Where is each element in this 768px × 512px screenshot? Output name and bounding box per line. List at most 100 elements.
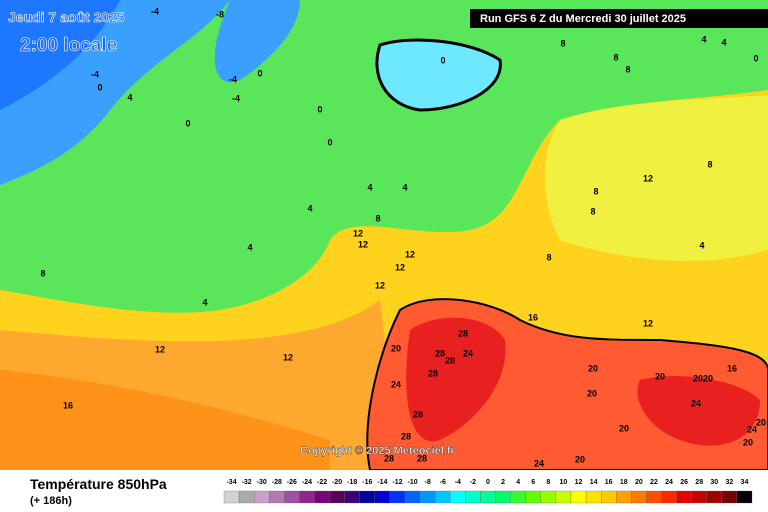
scale-swatch [616, 490, 632, 504]
contour-label: -4 [151, 6, 159, 16]
scale-label: 34 [741, 479, 749, 486]
scale-swatch [570, 490, 587, 504]
scale-label: -6 [440, 479, 446, 486]
scale-label: 0 [486, 479, 490, 486]
contour-label: 12 [155, 344, 165, 354]
contour-label: 24 [747, 424, 757, 434]
scale-label: 14 [590, 479, 598, 486]
scale-swatch [299, 490, 315, 504]
scale-label: 26 [680, 479, 688, 486]
contour-label: 12 [283, 352, 293, 362]
contour-label: 24 [391, 379, 401, 389]
contour-label: 4 [402, 182, 407, 192]
scale-swatch [404, 490, 421, 504]
contour-label: 20 [693, 373, 703, 383]
scale-swatch [736, 490, 753, 504]
scale-label: -32 [242, 479, 252, 486]
contour-label: 24 [691, 398, 701, 408]
contour-label: 20 [588, 363, 598, 373]
scale-swatch [676, 490, 692, 504]
scale-swatch [419, 490, 436, 504]
contour-label: -8 [216, 9, 224, 19]
footer-title: Température 850hPa [30, 476, 167, 492]
contour-label: 28 [417, 453, 427, 463]
contour-label: 20 [703, 373, 713, 383]
scale-swatch [525, 490, 541, 504]
scale-label: -12 [392, 479, 402, 486]
scale-swatch [254, 490, 270, 504]
contour-label: 8 [546, 252, 551, 262]
contour-label: 12 [358, 239, 368, 249]
scale-swatch [374, 490, 391, 504]
scale-label: -28 [272, 479, 282, 486]
scale-swatch [389, 490, 406, 504]
contour-label: 20 [587, 388, 597, 398]
color-scale: -34 -32 -30 -28 -26 -24 -22 -20 -18 -16 -14 -12 -10-… [223, 479, 753, 504]
contour-label: 16 [727, 363, 737, 373]
contour-label: 16 [63, 400, 73, 410]
contour-label: 0 [257, 68, 262, 78]
contour-label: 0 [753, 53, 758, 63]
scale-label: -2 [470, 479, 476, 486]
scale-label: 32 [725, 479, 733, 486]
contour-label: 12 [405, 249, 415, 259]
run-info: Run GFS 6 Z du Mercredi 30 juillet 2025 [480, 13, 686, 25]
contour-label: 4 [247, 242, 252, 252]
scale-swatch [359, 490, 376, 504]
contour-label: 28 [384, 453, 394, 463]
contour-label: 4 [307, 203, 312, 213]
scale-swatch [269, 490, 285, 504]
scale-label: 18 [620, 479, 628, 486]
scale-label: 8 [546, 479, 550, 486]
contour-label: 4 [367, 182, 372, 192]
scale-swatch [314, 490, 330, 504]
contour-label: 20 [743, 437, 753, 447]
lead-time: (+ 186h) [30, 495, 72, 507]
contour-label: 12 [643, 318, 653, 328]
scale-label: 28 [695, 479, 703, 486]
contour-label: -4 [91, 69, 99, 79]
contour-label: 0 [327, 137, 332, 147]
scale-swatch [691, 490, 707, 504]
scale-label: -24 [302, 479, 312, 486]
scale-swatch [600, 490, 617, 504]
contour-label: 8 [40, 268, 45, 278]
scale-swatch [223, 490, 240, 504]
scale-swatch [450, 490, 466, 504]
scale-label: 10 [560, 479, 568, 486]
run-box [470, 9, 768, 28]
scale-label: -18 [347, 479, 357, 486]
contour-label: 4 [127, 92, 132, 102]
contour-label: 28 [428, 368, 438, 378]
scale-label: 30 [710, 479, 718, 486]
contour-label: 8 [560, 38, 565, 48]
contour-label: 24 [463, 348, 473, 358]
contour-label: 0 [440, 55, 445, 65]
local-time: 2:00 locale [20, 35, 117, 56]
scale-label: -14 [377, 479, 387, 486]
scale-swatch [284, 490, 300, 504]
contour-label: 28 [458, 328, 468, 338]
scale-swatch [661, 490, 677, 504]
contour-label: 28 [435, 348, 445, 358]
contour-label: 20 [575, 454, 585, 464]
contour-label: -4 [229, 74, 237, 84]
scale-swatch [435, 490, 451, 504]
contour-label: 12 [353, 228, 363, 238]
scale-label: 16 [605, 479, 613, 486]
scale-label: 4 [516, 479, 520, 486]
scale-swatch [495, 490, 511, 504]
scale-swatch [646, 490, 662, 504]
scale-label: -16 [362, 479, 372, 486]
contour-label: 28 [445, 355, 455, 365]
contour-label: 20 [655, 371, 665, 381]
contour-label: 28 [413, 409, 423, 419]
scale-label: 20 [635, 479, 643, 486]
contour-label: 20 [391, 343, 401, 353]
scale-swatch [585, 490, 602, 504]
contour-label: 12 [643, 173, 653, 183]
scale-swatch [510, 490, 526, 504]
contour-label: 4 [202, 297, 207, 307]
contour-label: 28 [401, 431, 411, 441]
